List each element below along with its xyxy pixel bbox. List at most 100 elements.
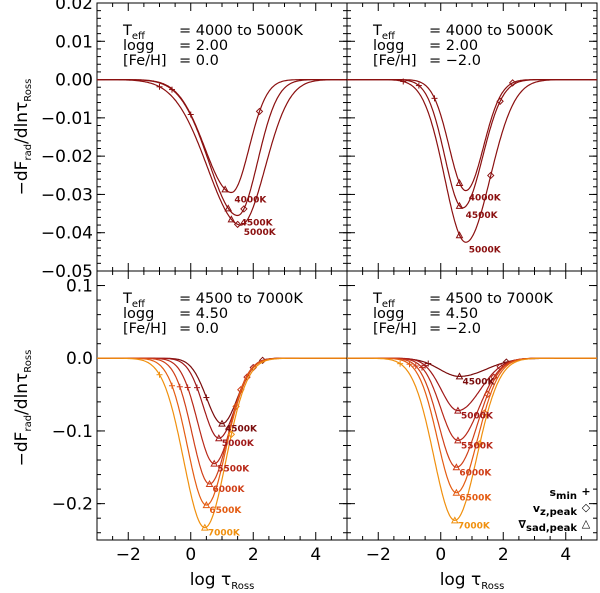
feh-label: [Fe/H]: [373, 53, 417, 69]
teff-label: Teff: [122, 291, 146, 310]
marker-nabla: [210, 459, 219, 467]
y-tick-label: 0.1: [66, 277, 93, 297]
feh-label: [Fe/H]: [123, 53, 167, 69]
y-tick-label: 0.0: [66, 349, 93, 369]
marker-nabla: [454, 406, 462, 414]
x-tick-label: 4: [310, 545, 321, 565]
teff-value: = 4000 to 5000K: [429, 23, 553, 39]
marker-vz: [476, 440, 484, 448]
marker-nabla: [450, 516, 459, 524]
legend-entry-nabla: ∇sad,peak: [518, 518, 577, 534]
teff-value: = 4500 to 7000K: [429, 291, 553, 307]
series-group: [97, 356, 347, 531]
curve-label-5000K: 5000K: [222, 439, 255, 449]
curve-label-5500K: 5500K: [461, 441, 494, 451]
x-tick-label: 2: [498, 545, 509, 565]
marker-nabla: [455, 372, 464, 380]
series-line-4500K: [347, 79, 597, 209]
curve-label-4500K: 4500K: [225, 425, 258, 435]
y-tick-label: −0.02: [41, 147, 93, 167]
logg-value: = 4.50: [179, 306, 228, 322]
marker-vz: [496, 97, 504, 105]
series-line-4000K: [97, 79, 347, 194]
series-group: [97, 79, 347, 229]
x-tick-label: 0: [435, 545, 446, 565]
marker-nabla: [455, 201, 464, 209]
x-tick-label: 2: [248, 545, 259, 565]
marker-nabla: [454, 436, 462, 444]
series-line-6500K: [97, 357, 347, 506]
teff-value: = 4500 to 7000K: [179, 291, 303, 307]
series-line-4500K: [97, 79, 347, 217]
y-tick-label: 0.02: [55, 0, 93, 14]
feh-label: [Fe/H]: [123, 321, 167, 337]
curve-label-5000K: 5000K: [469, 245, 502, 255]
logg-value: = 2.00: [179, 38, 228, 54]
marker-vz: [227, 430, 236, 439]
series-group: [347, 78, 597, 243]
y-tick-label: −0.03: [41, 185, 93, 205]
marker-vz: [483, 390, 492, 398]
curve-label-5000K: 5000K: [244, 228, 277, 238]
y-tick-label: −0.1: [52, 422, 93, 442]
series-line-4500K: [97, 357, 347, 425]
x-tick-label: −2: [366, 545, 391, 565]
series-group: [347, 357, 597, 524]
x-tick-label: 0: [185, 545, 196, 565]
marker-nabla: [215, 434, 223, 442]
marker-vz: [480, 409, 489, 417]
feh-label: [Fe/H]: [373, 321, 417, 337]
marker-nabla: [205, 479, 214, 488]
logg-value: = 2.00: [429, 38, 478, 54]
feh-value: = −2.0: [429, 53, 481, 69]
curve-label-4500K: 4500K: [463, 377, 496, 387]
teff-label: Teff: [122, 23, 146, 42]
x-tick-label: −2: [116, 545, 141, 565]
logg-label: logg: [123, 38, 154, 54]
feh-value: = 0.0: [179, 53, 219, 69]
y-tick-label: −0.04: [41, 224, 93, 244]
series-line-5000K: [97, 79, 347, 226]
legend-entry-smin: smin: [549, 486, 577, 502]
curve-label-4500K: 4500K: [466, 211, 499, 221]
x-axis-title-left: log τRoss: [190, 570, 255, 592]
plus-icon: +: [581, 485, 590, 498]
curve-label-4000K: 4000K: [469, 194, 502, 204]
y-axis-title-bottom: −dFrad/dlnτRoss: [12, 350, 34, 467]
y-tick-label: −0.05: [41, 262, 93, 282]
logg-label: logg: [373, 306, 404, 322]
curve-label-6500K: 6500K: [459, 494, 492, 504]
marker-nabla: [218, 419, 226, 427]
marker-nabla: [455, 231, 464, 239]
feh-value: = 0.0: [179, 321, 219, 337]
diamond-icon: ◇: [582, 501, 591, 514]
curve-label-7000K: 7000K: [458, 521, 491, 531]
curve-label-6500K: 6500K: [209, 506, 242, 516]
curve-label-4000K: 4000K: [234, 196, 267, 206]
marker-vz: [258, 356, 267, 365]
marker-nabla: [452, 488, 461, 496]
marker-nabla: [200, 523, 209, 531]
marker-vz: [233, 220, 242, 229]
logg-value: = 4.50: [429, 306, 478, 322]
y-tick-label: 0.01: [55, 32, 93, 52]
y-axis-title-top: −dFrad/dlnτRoss: [12, 79, 34, 196]
marker-nabla: [227, 215, 236, 223]
logg-label: logg: [373, 38, 404, 54]
curve-label-7000K: 7000K: [208, 529, 241, 539]
marker-nabla: [202, 501, 211, 509]
curve-label-6000K: 6000K: [459, 468, 492, 478]
feh-value: = −2.0: [429, 321, 481, 337]
series-line-7000K: [97, 357, 347, 529]
series-line-5000K: [347, 79, 597, 243]
panel-top-left: 0.02 0.01 0.00 −0.01 −0.02 −0.03 −0.04 −0.05 Tef…: [41, 0, 348, 282]
curve-label-5500K: 5500K: [217, 465, 250, 475]
series-line-4000K: [347, 79, 597, 192]
curve-label-5000K: 5000K: [461, 412, 494, 422]
marker-nabla: [221, 185, 229, 193]
triangle-icon: △: [582, 517, 591, 530]
y-tick-label: −0.01: [41, 109, 93, 129]
marker-vz: [487, 171, 495, 180]
teff-label: Teff: [372, 23, 396, 42]
